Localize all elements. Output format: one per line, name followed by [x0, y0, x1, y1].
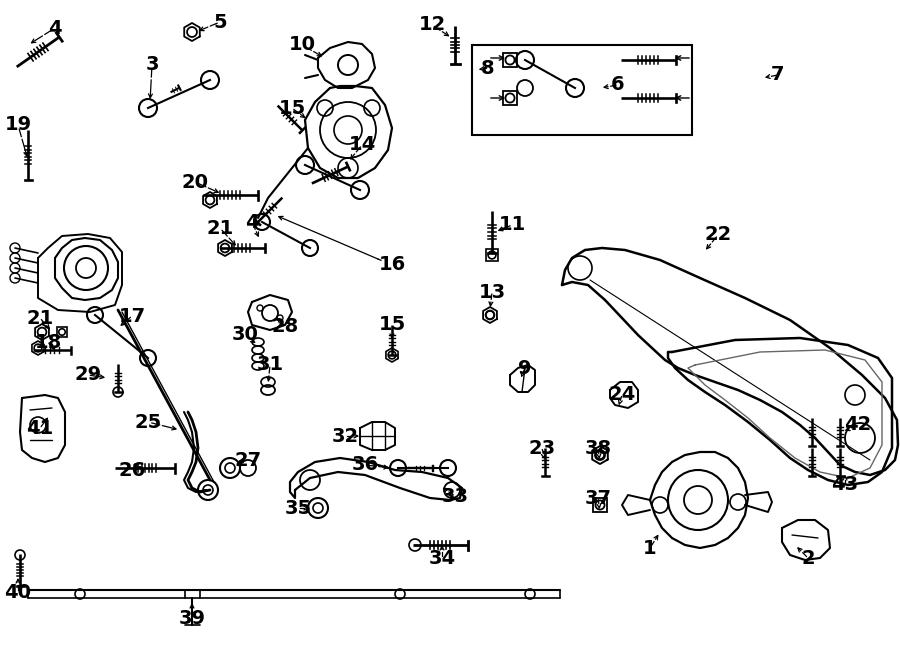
- Text: 19: 19: [4, 116, 32, 134]
- Bar: [593, 498, 607, 512]
- Text: 6: 6: [611, 75, 625, 95]
- Text: 15: 15: [378, 315, 406, 334]
- Text: 24: 24: [608, 385, 635, 405]
- Text: 31: 31: [256, 356, 284, 375]
- Text: 36: 36: [351, 455, 379, 475]
- Text: 22: 22: [705, 225, 732, 245]
- Text: 28: 28: [272, 317, 299, 336]
- Text: 7: 7: [771, 65, 785, 85]
- Bar: [503, 91, 517, 105]
- Text: 3: 3: [145, 56, 158, 75]
- Text: 37: 37: [584, 488, 611, 508]
- Text: 38: 38: [584, 438, 612, 457]
- Text: 17: 17: [119, 307, 146, 325]
- Text: 20: 20: [182, 173, 209, 192]
- Text: 18: 18: [34, 332, 61, 352]
- Text: 15: 15: [278, 98, 306, 118]
- Text: 4: 4: [245, 212, 259, 231]
- Text: 21: 21: [206, 219, 234, 237]
- Text: 40: 40: [4, 582, 32, 602]
- Text: 41: 41: [26, 418, 54, 438]
- Text: 26: 26: [119, 461, 146, 479]
- Text: 10: 10: [289, 36, 316, 54]
- Text: 4: 4: [49, 19, 62, 38]
- Text: 29: 29: [75, 366, 102, 385]
- Text: 35: 35: [284, 498, 311, 518]
- Text: 13: 13: [479, 282, 506, 301]
- Text: 8: 8: [482, 59, 495, 77]
- Text: 33: 33: [442, 486, 469, 506]
- Text: 12: 12: [418, 15, 446, 34]
- Bar: [503, 53, 517, 67]
- Bar: [57, 327, 67, 337]
- Bar: [472, 45, 692, 135]
- Text: 14: 14: [348, 136, 375, 155]
- Text: 39: 39: [178, 609, 205, 627]
- Text: 5: 5: [213, 13, 227, 32]
- Text: 43: 43: [832, 475, 859, 494]
- Text: 2: 2: [801, 549, 814, 568]
- Text: 23: 23: [528, 438, 555, 457]
- Text: 27: 27: [234, 451, 262, 469]
- Text: 21: 21: [26, 309, 54, 327]
- Text: 34: 34: [428, 549, 455, 568]
- Text: 30: 30: [231, 325, 258, 344]
- Text: 16: 16: [378, 256, 406, 274]
- Text: 42: 42: [844, 416, 871, 434]
- Text: 1: 1: [644, 539, 657, 557]
- Text: 25: 25: [134, 412, 162, 432]
- Text: 9: 9: [518, 358, 532, 377]
- Text: 11: 11: [499, 215, 526, 235]
- Bar: [486, 249, 498, 261]
- Text: 32: 32: [331, 426, 358, 446]
